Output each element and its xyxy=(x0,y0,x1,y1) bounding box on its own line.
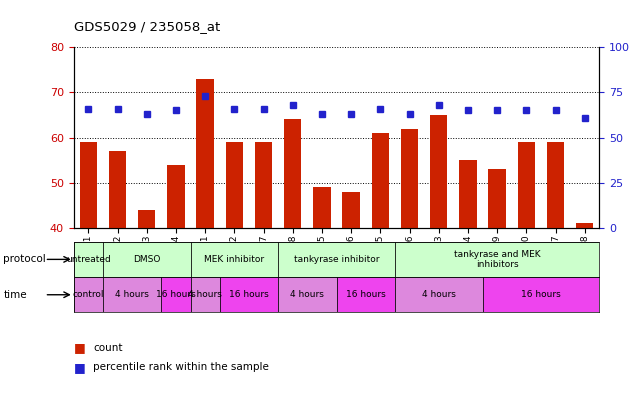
Text: count: count xyxy=(93,343,122,353)
Bar xyxy=(430,115,447,228)
Bar xyxy=(220,277,278,312)
Text: 16 hours: 16 hours xyxy=(521,290,561,299)
Bar xyxy=(103,277,162,312)
Bar xyxy=(483,277,599,312)
Text: DMSO: DMSO xyxy=(133,255,160,264)
Text: 16 hours: 16 hours xyxy=(346,290,386,299)
Bar xyxy=(167,165,185,228)
Bar xyxy=(278,242,395,277)
Bar xyxy=(342,192,360,228)
Text: 4 hours: 4 hours xyxy=(188,290,222,299)
Text: percentile rank within the sample: percentile rank within the sample xyxy=(93,362,269,373)
Bar xyxy=(488,169,506,228)
Text: untreated: untreated xyxy=(66,255,111,264)
Bar xyxy=(190,242,278,277)
Text: protocol: protocol xyxy=(3,254,46,264)
Bar xyxy=(517,142,535,228)
Bar xyxy=(337,277,395,312)
Bar xyxy=(162,277,190,312)
Bar xyxy=(395,242,599,277)
Bar xyxy=(576,223,594,228)
Bar xyxy=(547,142,564,228)
Bar xyxy=(284,119,301,228)
Bar xyxy=(313,187,331,228)
Bar xyxy=(79,142,97,228)
Bar xyxy=(103,242,190,277)
Text: 16 hours: 16 hours xyxy=(229,290,269,299)
Text: tankyrase and MEK
inhibitors: tankyrase and MEK inhibitors xyxy=(454,250,540,269)
Text: GDS5029 / 235058_at: GDS5029 / 235058_at xyxy=(74,20,220,33)
Bar xyxy=(190,277,220,312)
Bar xyxy=(401,129,419,228)
Text: ■: ■ xyxy=(74,341,85,354)
Bar xyxy=(74,242,103,277)
Text: 4 hours: 4 hours xyxy=(115,290,149,299)
Bar xyxy=(254,142,272,228)
Text: ■: ■ xyxy=(74,361,85,374)
Text: 16 hours: 16 hours xyxy=(156,290,196,299)
Bar xyxy=(138,210,156,228)
Text: 4 hours: 4 hours xyxy=(290,290,324,299)
Bar xyxy=(109,151,126,228)
Text: time: time xyxy=(3,290,27,300)
Text: control: control xyxy=(72,290,104,299)
Bar xyxy=(196,79,214,228)
Text: 4 hours: 4 hours xyxy=(422,290,456,299)
Bar xyxy=(459,160,477,228)
Bar xyxy=(372,133,389,228)
Bar xyxy=(395,277,483,312)
Text: tankyrase inhibitor: tankyrase inhibitor xyxy=(294,255,379,264)
Bar xyxy=(74,277,103,312)
Bar xyxy=(226,142,243,228)
Text: MEK inhibitor: MEK inhibitor xyxy=(204,255,264,264)
Bar xyxy=(278,277,337,312)
